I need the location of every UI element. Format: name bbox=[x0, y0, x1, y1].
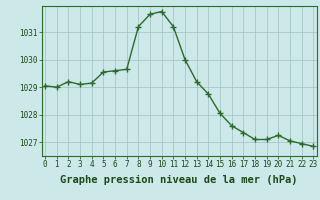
X-axis label: Graphe pression niveau de la mer (hPa): Graphe pression niveau de la mer (hPa) bbox=[60, 175, 298, 185]
